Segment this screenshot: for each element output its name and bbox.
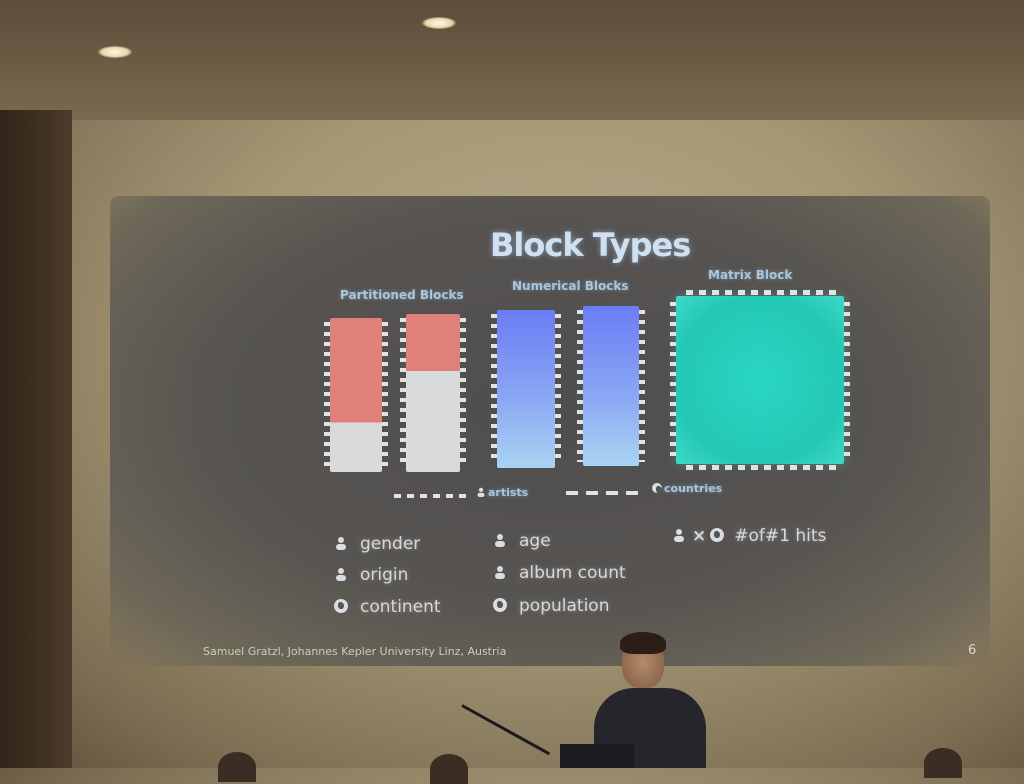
countries-axis-ticks (566, 491, 642, 495)
numerical-block-1-ticks-left (491, 314, 497, 464)
person-icon (334, 535, 348, 550)
matrix-block-ticks-left (670, 302, 676, 458)
slide-footer: Samuel Gratzl, Johannes Kepler Universit… (203, 645, 507, 658)
ceiling-light-center (422, 17, 456, 29)
times-icon: × (692, 526, 707, 546)
artists-label-text: artists (488, 486, 529, 499)
speaker-hair (620, 632, 666, 654)
artists-axis-label: artists (476, 486, 528, 499)
globe-icon (710, 528, 725, 542)
artists-axis-ticks (394, 494, 472, 498)
partitioned-block-2 (406, 314, 460, 472)
globe-icon (652, 483, 662, 493)
ceiling (0, 0, 1024, 120)
audience-head (218, 752, 256, 782)
matrix-block-ticks-top (686, 290, 836, 295)
slide-page-number: 6 (968, 643, 977, 658)
legend-origin-text: origin (360, 565, 409, 585)
matrix-block-ticks-bottom (686, 465, 836, 470)
person-icon (672, 527, 686, 542)
legend-hits-text: #of#1 hits (734, 526, 827, 546)
left-wall (0, 110, 72, 768)
numerical-block-2-ticks-left (577, 310, 583, 462)
numerical-block-2-ticks (639, 310, 645, 462)
countries-axis-label: countries (652, 482, 722, 495)
countries-label-text: countries (664, 482, 723, 495)
matrix-block-ticks-right (844, 302, 850, 458)
legend-gender-text: gender (360, 534, 421, 554)
globe-icon (334, 599, 348, 613)
microphone (461, 704, 551, 756)
legend-age-text: age (519, 531, 551, 551)
laptop-podium (560, 744, 634, 768)
partitioned-block-1-ticks (382, 322, 388, 470)
globe-icon (493, 598, 507, 612)
partitioned-block-2-ticks-left (400, 318, 406, 468)
legend-album-count: album count (493, 563, 626, 583)
ceiling-light-left (98, 46, 132, 58)
numerical-block-2 (583, 306, 639, 466)
legend-age: age (493, 531, 551, 551)
legend-continent: continent (334, 597, 441, 617)
legend-number-one-hits: × #of#1 hits (672, 526, 826, 546)
legend-album-count-text: album count (519, 563, 626, 583)
legend-gender: gender (334, 534, 420, 554)
person-icon (476, 487, 486, 497)
legend-continent-text: continent (360, 597, 441, 617)
audience-head (430, 754, 468, 784)
partitioned-block-1 (330, 318, 382, 472)
person-icon (493, 532, 507, 547)
audience-head (924, 748, 962, 778)
person-icon (493, 564, 507, 579)
numerical-block-1-ticks (555, 314, 561, 464)
slide-title: Block Types (490, 226, 691, 264)
partitioned-block-1-ticks-left (324, 322, 330, 470)
caption-matrix-block: Matrix Block (708, 268, 793, 282)
matrix-block (676, 296, 844, 464)
caption-partitioned-blocks: Partitioned Blocks (340, 288, 464, 302)
partitioned-block-2-ticks (460, 318, 466, 468)
legend-origin: origin (334, 565, 408, 585)
legend-population: population (493, 596, 609, 616)
person-icon (334, 566, 348, 581)
legend-population-text: population (519, 596, 610, 616)
caption-numerical-blocks: Numerical Blocks (512, 279, 629, 293)
numerical-block-1 (497, 310, 555, 468)
